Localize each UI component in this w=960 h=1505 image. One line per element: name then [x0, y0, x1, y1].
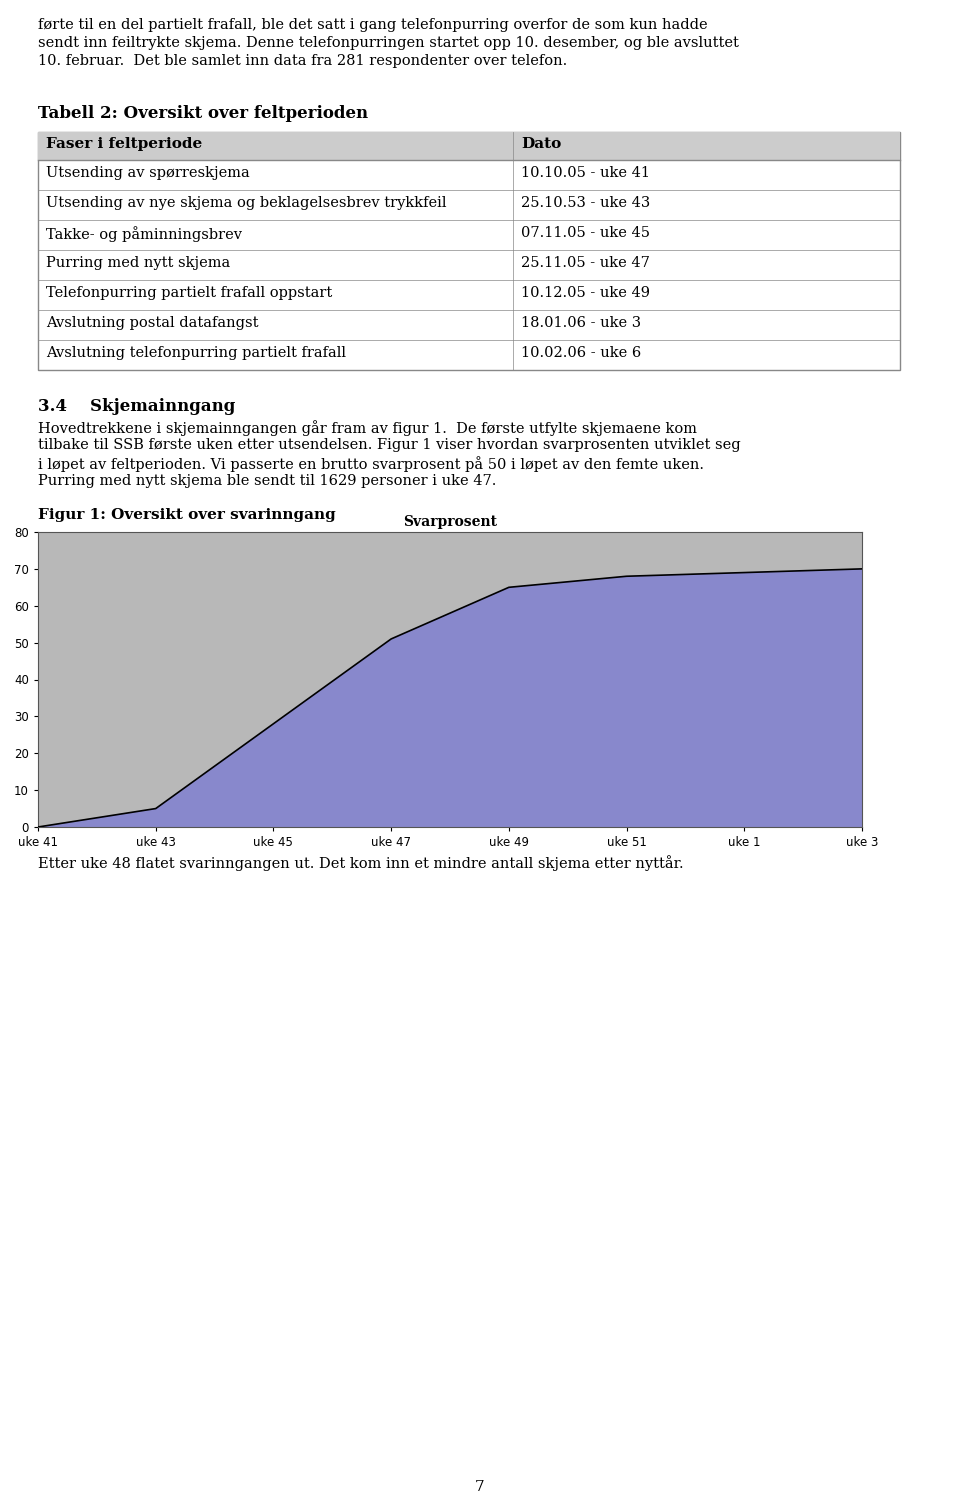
Title: Svarprosent: Svarprosent — [403, 515, 497, 530]
Text: i løpet av feltperioden. Vi passerte en brutto svarprosent på 50 i løpet av den : i løpet av feltperioden. Vi passerte en … — [38, 456, 704, 473]
Text: Avslutning telefonpurring partielt frafall: Avslutning telefonpurring partielt frafa… — [46, 346, 346, 360]
Text: 10.10.05 - uke 41: 10.10.05 - uke 41 — [521, 166, 650, 181]
Text: sendt inn feiltrykte skjema. Denne telefonpurringen startet opp 10. desember, og: sendt inn feiltrykte skjema. Denne telef… — [38, 36, 739, 50]
Text: Tabell 2: Oversikt over feltperioden: Tabell 2: Oversikt over feltperioden — [38, 105, 368, 122]
Text: Dato: Dato — [521, 137, 562, 150]
Text: 25.11.05 - uke 47: 25.11.05 - uke 47 — [521, 256, 650, 269]
Text: 07.11.05 - uke 45: 07.11.05 - uke 45 — [521, 226, 650, 239]
FancyBboxPatch shape — [38, 132, 900, 160]
Text: Takke- og påminningsbrev: Takke- og påminningsbrev — [46, 226, 242, 242]
Text: Telefonpurring partielt frafall oppstart: Telefonpurring partielt frafall oppstart — [46, 286, 332, 299]
Text: Utsending av spørreskjema: Utsending av spørreskjema — [46, 166, 250, 181]
Text: Purring med nytt skjema ble sendt til 1629 personer i uke 47.: Purring med nytt skjema ble sendt til 16… — [38, 474, 496, 488]
Text: Avslutning postal datafangst: Avslutning postal datafangst — [46, 316, 258, 330]
Text: Figur 1: Oversikt over svarinngang: Figur 1: Oversikt over svarinngang — [38, 509, 336, 522]
Text: Faser i feltperiode: Faser i feltperiode — [46, 137, 203, 150]
Text: 10.02.06 - uke 6: 10.02.06 - uke 6 — [521, 346, 641, 360]
Text: Hovedtrekkene i skjemainngangen går fram av figur 1.  De første utfylte skjemaen: Hovedtrekkene i skjemainngangen går fram… — [38, 420, 697, 436]
Text: tilbake til SSB første uken etter utsendelsen. Figur 1 viser hvordan svarprosent: tilbake til SSB første uken etter utsend… — [38, 438, 740, 452]
Text: 18.01.06 - uke 3: 18.01.06 - uke 3 — [521, 316, 641, 330]
Text: førte til en del partielt frafall, ble det satt i gang telefonpurring overfor de: førte til en del partielt frafall, ble d… — [38, 18, 708, 32]
Text: Utsending av nye skjema og beklagelsesbrev trykkfeil: Utsending av nye skjema og beklagelsesbr… — [46, 196, 446, 211]
Text: 25.10.53 - uke 43: 25.10.53 - uke 43 — [521, 196, 650, 211]
Text: 3.4    Skjemainngang: 3.4 Skjemainngang — [38, 397, 235, 415]
Text: Etter uke 48 flatet svarinngangen ut. Det kom inn et mindre antall skjema etter : Etter uke 48 flatet svarinngangen ut. De… — [38, 855, 684, 871]
FancyBboxPatch shape — [38, 132, 900, 370]
Text: Purring med nytt skjema: Purring med nytt skjema — [46, 256, 230, 269]
Text: 10.12.05 - uke 49: 10.12.05 - uke 49 — [521, 286, 650, 299]
Text: 7: 7 — [475, 1479, 485, 1494]
Text: 10. februar.  Det ble samlet inn data fra 281 respondenter over telefon.: 10. februar. Det ble samlet inn data fra… — [38, 54, 567, 68]
